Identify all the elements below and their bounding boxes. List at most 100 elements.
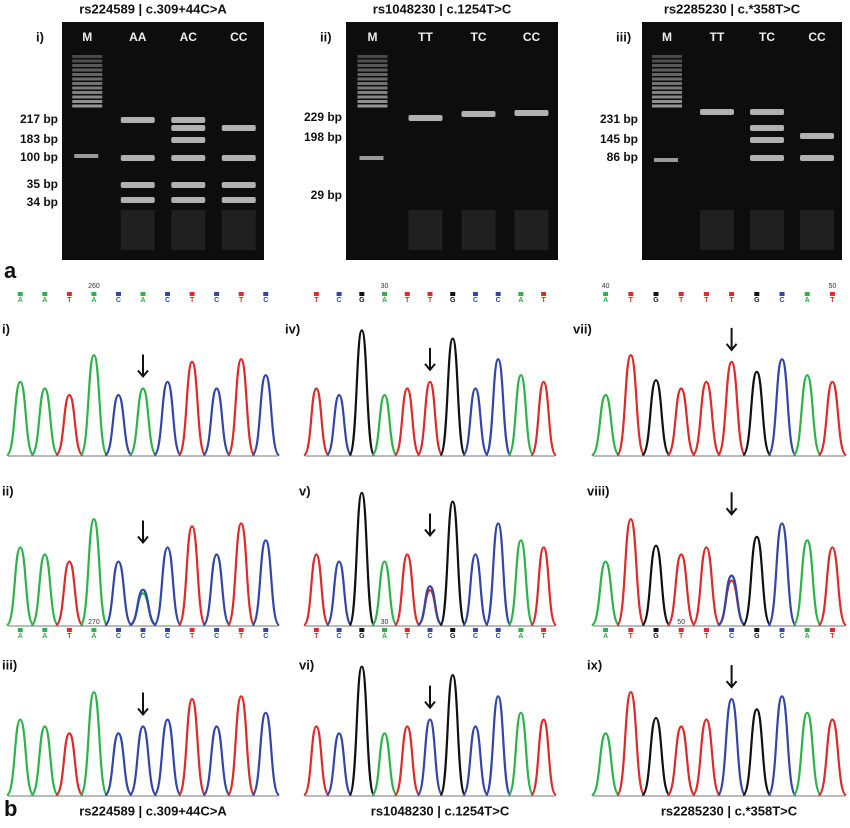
peak xyxy=(152,718,183,797)
base-letter: A xyxy=(603,297,608,304)
base-mark xyxy=(779,628,785,632)
peak xyxy=(641,544,671,627)
base-letter: A xyxy=(18,633,23,640)
lane-label: M xyxy=(82,30,92,44)
band xyxy=(461,111,496,117)
peak xyxy=(128,387,158,457)
base-mark xyxy=(678,292,684,296)
peak xyxy=(767,358,797,457)
base-letter: T xyxy=(67,633,72,640)
base-letter: C xyxy=(427,633,432,640)
base-letter: C xyxy=(496,633,501,640)
arrow xyxy=(137,520,149,545)
base-letter: A xyxy=(382,297,387,304)
peak xyxy=(590,394,621,457)
base-letter: C xyxy=(337,633,342,640)
ladder-band xyxy=(72,95,103,99)
smear xyxy=(461,210,496,250)
ladder-band xyxy=(357,77,388,81)
peak xyxy=(716,360,747,457)
ladder-band xyxy=(72,77,103,81)
gel-label: i) xyxy=(36,29,44,44)
band xyxy=(171,117,206,123)
smear xyxy=(120,210,155,250)
base-letter: A xyxy=(91,297,96,304)
gel-label: iii) xyxy=(616,29,631,44)
base-mark xyxy=(779,292,785,296)
peak xyxy=(666,387,697,457)
ladder-band xyxy=(652,86,682,90)
lane-label: TC xyxy=(471,30,487,44)
ladder-band xyxy=(652,100,682,103)
smear xyxy=(700,210,734,250)
band xyxy=(171,182,206,188)
ladder-band xyxy=(652,55,682,58)
base-mark xyxy=(263,292,269,296)
trace-label: i) xyxy=(2,321,10,336)
peak xyxy=(717,574,747,627)
peak xyxy=(152,380,183,457)
peak xyxy=(103,732,134,797)
gel-title: rs1048230 | c.1254T>C xyxy=(373,1,512,16)
base-letter: C xyxy=(263,297,268,304)
peak xyxy=(325,732,353,797)
peak xyxy=(103,394,134,457)
band-size: 229 bp xyxy=(304,110,342,124)
ladder-band xyxy=(357,73,388,76)
peak xyxy=(817,546,848,627)
peak xyxy=(348,491,376,627)
base-letter: T xyxy=(67,297,72,304)
ladder-band xyxy=(357,86,388,90)
base-mark xyxy=(603,628,609,632)
base-mark xyxy=(382,628,388,632)
base-mark xyxy=(518,628,524,632)
base-letter: T xyxy=(830,297,835,304)
arrow xyxy=(424,513,436,538)
base-letter: C xyxy=(214,297,219,304)
base-mark xyxy=(804,292,810,296)
base-letter: T xyxy=(541,633,546,640)
peak xyxy=(128,588,158,627)
base-mark xyxy=(804,628,810,632)
ladder-band xyxy=(652,59,682,63)
peak xyxy=(741,535,772,627)
peak xyxy=(302,725,330,797)
peak xyxy=(590,732,621,797)
base-mark xyxy=(427,292,433,296)
base-mark xyxy=(214,292,220,296)
peak xyxy=(461,553,490,627)
ladder-band xyxy=(72,55,103,58)
smear xyxy=(221,210,256,250)
lane-label: TT xyxy=(710,30,725,44)
arrow xyxy=(137,354,149,379)
base-letter: C xyxy=(214,633,219,640)
smear xyxy=(408,210,443,250)
ladder-band xyxy=(72,73,103,76)
band xyxy=(221,155,256,161)
peak xyxy=(30,387,60,457)
base-letter: T xyxy=(629,633,634,640)
base-mark xyxy=(541,292,547,296)
base-letter: A xyxy=(518,633,523,640)
base-mark xyxy=(66,292,72,296)
peak xyxy=(202,387,232,457)
band xyxy=(750,137,784,143)
base-letter: A xyxy=(603,633,608,640)
peak xyxy=(393,387,421,457)
peak xyxy=(461,725,490,797)
peak xyxy=(302,553,330,627)
peak xyxy=(79,691,109,797)
base-mark xyxy=(140,628,146,632)
arrow xyxy=(725,327,738,352)
base-mark xyxy=(754,292,760,296)
band-size: 34 bp xyxy=(27,195,58,209)
peak xyxy=(202,553,232,627)
peak xyxy=(792,539,823,627)
base-mark xyxy=(628,628,634,632)
base-letter: A xyxy=(518,297,523,304)
base-letter: A xyxy=(42,633,47,640)
band xyxy=(750,109,784,115)
peak xyxy=(530,380,558,457)
peak xyxy=(484,358,512,457)
